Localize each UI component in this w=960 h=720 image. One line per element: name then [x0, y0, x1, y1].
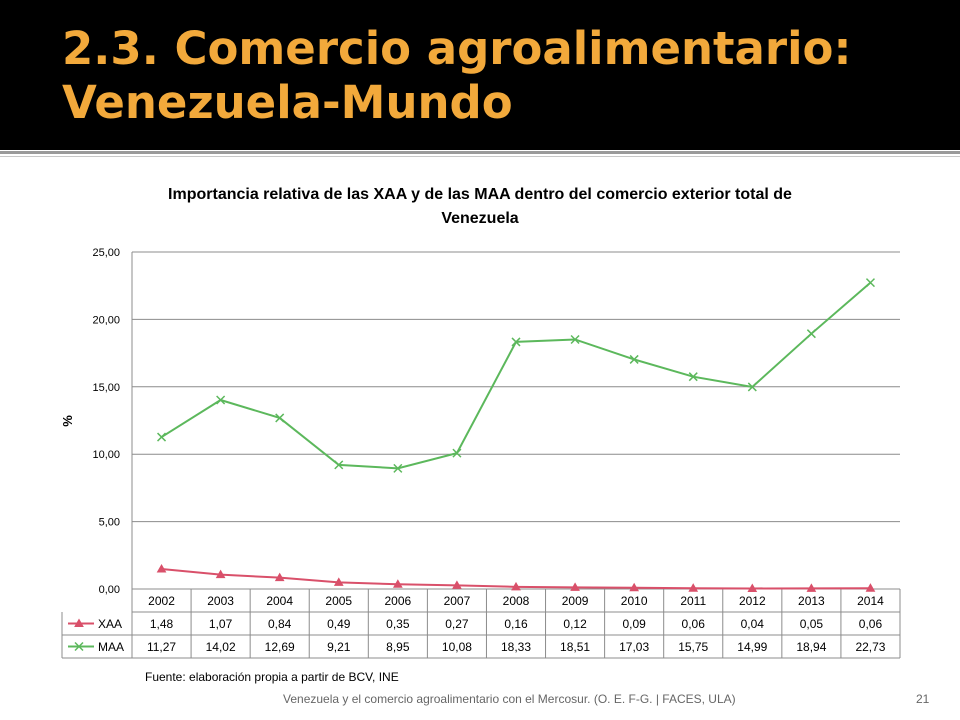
data-label-xaa: 0,35 [386, 617, 410, 631]
chart-title: Importancia relativa de las XAA y de las… [168, 186, 792, 227]
data-point-xaa [865, 583, 876, 592]
data-point-maa [806, 329, 816, 339]
data-point-xaa [274, 572, 285, 582]
data-label-xaa: 1,48 [150, 617, 174, 631]
x-tick-label: 2002 [148, 594, 175, 608]
data-label-xaa: 0,16 [504, 617, 528, 631]
data-label-xaa: 0,49 [327, 617, 351, 631]
data-label-maa: 18,51 [560, 640, 590, 654]
data-point-maa [688, 372, 698, 382]
y-axis-label: % [60, 415, 75, 427]
data-point-xaa [215, 569, 226, 579]
data-label-xaa: 0,09 [622, 617, 646, 631]
data-label-maa: 8,95 [386, 640, 410, 654]
data-point-xaa [806, 583, 817, 592]
x-tick-label: 2012 [739, 594, 766, 608]
x-tick-label: 2013 [798, 594, 825, 608]
data-point-maa [275, 413, 285, 423]
title-divider-thin [0, 156, 960, 157]
data-point-xaa [452, 580, 462, 589]
x-tick-label: 2009 [562, 594, 589, 608]
data-label-xaa: 0,06 [859, 617, 883, 631]
slide-footer: Venezuela y el comercio agroalimentario … [283, 692, 736, 706]
y-tick-label: 0,00 [99, 584, 120, 596]
y-tick-label: 5,00 [99, 517, 120, 529]
data-label-xaa: 0,05 [800, 617, 824, 631]
data-point-maa [570, 334, 580, 345]
data-point-xaa [570, 582, 580, 591]
data-point-xaa [392, 579, 403, 588]
title-divider [0, 151, 960, 154]
series-line-maa [161, 281, 872, 470]
data-label-maa: 22,73 [855, 640, 885, 654]
data-label-xaa: 0,27 [445, 617, 469, 631]
title-bar: 2.3. Comercio agroalimentario: Venezuela… [0, 0, 960, 150]
x-tick-label: 2005 [325, 594, 352, 608]
data-point-xaa [688, 583, 699, 592]
legend-marker-xaa [74, 618, 84, 627]
data-point-maa [865, 278, 875, 288]
data-label-xaa: 1,07 [209, 617, 233, 631]
data-label-maa: 9,21 [327, 640, 351, 654]
legend-marker-maa [74, 641, 84, 652]
x-tick-label: 2011 [680, 594, 706, 608]
data-label-xaa: 0,04 [741, 617, 765, 631]
data-point-maa [452, 448, 462, 458]
y-tick-label: 25,00 [92, 247, 120, 259]
data-label-maa: 10,08 [442, 640, 472, 654]
data-point-maa [216, 395, 226, 405]
legend-label: MAA [98, 640, 124, 654]
data-label-xaa: 0,06 [682, 617, 706, 631]
x-tick-label: 2007 [444, 594, 471, 608]
data-label-maa: 18,33 [501, 640, 531, 654]
data-label-maa: 11,27 [147, 640, 176, 654]
legend-label: XAA [98, 617, 122, 631]
chart-source: Fuente: elaboración propia a partir de B… [145, 670, 399, 684]
x-tick-label: 2003 [207, 594, 234, 608]
data-point-maa [747, 382, 757, 392]
y-tick-label: 10,00 [92, 449, 120, 461]
data-point-xaa [511, 581, 521, 591]
x-tick-label: 2014 [857, 594, 884, 608]
x-tick-label: 2006 [384, 594, 411, 608]
data-label-maa: 15,75 [678, 640, 708, 654]
data-label-maa: 14,99 [737, 640, 767, 654]
x-tick-label: 2004 [266, 594, 293, 608]
y-tick-label: 15,00 [92, 382, 120, 394]
data-point-xaa [747, 583, 758, 592]
slide-number: 21 [916, 692, 930, 706]
data-label-maa: 14,02 [206, 640, 236, 654]
data-point-maa [393, 463, 403, 473]
data-point-maa [334, 460, 344, 470]
data-point-xaa [333, 577, 344, 586]
data-label-maa: 18,94 [796, 640, 826, 654]
x-tick-label: 2008 [503, 594, 530, 608]
slide-title: 2.3. Comercio agroalimentario: Venezuela… [62, 22, 852, 129]
data-point-xaa [629, 582, 640, 592]
data-point-maa [511, 337, 521, 347]
data-label-maa: 17,03 [619, 640, 649, 654]
data-point-maa [629, 354, 639, 364]
x-tick-label: 2010 [621, 594, 648, 608]
data-label-xaa: 0,84 [268, 617, 292, 631]
data-point-xaa [156, 564, 167, 573]
data-point-maa [157, 432, 167, 442]
data-label-xaa: 0,12 [563, 617, 587, 631]
y-tick-label: 20,00 [92, 314, 120, 326]
data-label-maa: 12,69 [265, 640, 295, 654]
